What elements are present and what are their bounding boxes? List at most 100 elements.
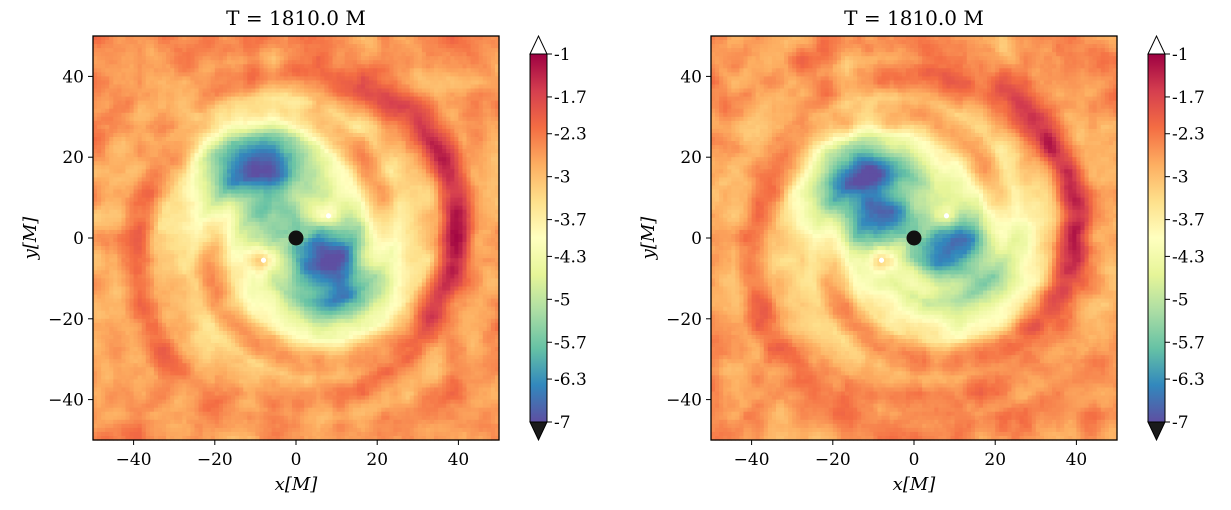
heatmap-cell: [324, 177, 329, 182]
heatmap-cell: [150, 60, 155, 65]
heatmap-cell: [446, 93, 451, 98]
heatmap-cell: [353, 64, 358, 69]
heatmap-cell: [292, 190, 297, 195]
heatmap-cell: [491, 40, 496, 45]
heatmap-cell: [377, 194, 382, 199]
heatmap-cell: [316, 214, 321, 219]
heatmap-cell: [182, 40, 187, 45]
heatmap-cell: [442, 161, 447, 166]
heatmap-cell: [422, 72, 427, 77]
heatmap-cell: [235, 44, 240, 49]
heatmap-cell: [280, 89, 285, 94]
heatmap-cell: [125, 64, 130, 69]
heatmap-cell: [211, 133, 216, 138]
heatmap-cell: [280, 48, 285, 53]
heatmap-cell: [320, 93, 325, 98]
heatmap-cell: [170, 185, 175, 190]
heatmap-cell: [341, 218, 346, 223]
heatmap-cell: [389, 129, 394, 134]
heatmap-cell: [243, 214, 248, 219]
heatmap-cell: [308, 185, 313, 190]
heatmap-cell: [259, 129, 264, 134]
heatmap-cell: [389, 80, 394, 85]
heatmap-cell: [467, 117, 472, 122]
heatmap-cell: [215, 60, 220, 65]
heatmap-cell: [385, 206, 390, 211]
heatmap-cell: [97, 72, 102, 77]
heatmap-cell: [239, 117, 244, 122]
heatmap-cell: [483, 222, 488, 227]
heatmap-cell: [296, 173, 301, 178]
heatmap-cell: [255, 64, 260, 69]
heatmap-cell: [450, 76, 455, 81]
heatmap-cell: [373, 194, 378, 199]
heatmap-cell: [458, 93, 463, 98]
heatmap-cell: [393, 113, 398, 118]
heatmap-cell: [219, 206, 224, 211]
heatmap-cell: [142, 52, 147, 57]
heatmap-cell: [280, 194, 285, 199]
heatmap-cell: [231, 226, 236, 231]
heatmap-cell: [231, 149, 236, 154]
heatmap-cell: [190, 234, 195, 239]
heatmap-cell: [117, 145, 122, 150]
heatmap-cell: [223, 137, 228, 142]
heatmap-cell: [199, 68, 204, 73]
heatmap-cell: [113, 222, 118, 227]
heatmap-cell: [231, 109, 236, 114]
heatmap-cell: [231, 76, 236, 81]
heatmap-cell: [255, 133, 260, 138]
heatmap-cell: [146, 169, 151, 174]
heatmap-cell: [393, 169, 398, 174]
heatmap-cell: [121, 121, 126, 126]
heatmap-cell: [393, 40, 398, 45]
heatmap-cell: [268, 121, 273, 126]
heatmap-cell: [324, 161, 329, 166]
heatmap-cell: [430, 80, 435, 85]
heatmap-cell: [142, 141, 147, 146]
heatmap-cell: [479, 173, 484, 178]
heatmap-cell: [414, 93, 419, 98]
heatmap-cell: [402, 210, 407, 215]
heatmap-cell: [337, 44, 342, 49]
heatmap-cell: [117, 218, 122, 223]
heatmap-cell: [170, 93, 175, 98]
heatmap-cell: [357, 173, 362, 178]
heatmap-cell: [345, 149, 350, 154]
heatmap-cell: [255, 165, 260, 170]
heatmap-cell: [255, 222, 260, 227]
heatmap-cell: [199, 169, 204, 174]
heatmap-cell: [398, 52, 403, 57]
heatmap-cell: [430, 202, 435, 207]
heatmap-cell: [93, 80, 98, 85]
heatmap-cell: [195, 153, 200, 158]
heatmap-cell: [235, 72, 240, 77]
heatmap-cell: [398, 121, 403, 126]
heatmap-cell: [259, 169, 264, 174]
heatmap-cell: [190, 210, 195, 215]
heatmap-cell: [190, 226, 195, 231]
heatmap-cell: [491, 173, 496, 178]
heatmap-cell: [215, 80, 220, 85]
heatmap-cell: [113, 40, 118, 45]
heatmap-cell: [434, 234, 439, 239]
heatmap-cell: [304, 84, 309, 89]
heatmap-cell: [446, 234, 451, 239]
heatmap-cell: [138, 68, 143, 73]
heatmap-cell: [182, 44, 187, 49]
heatmap-cell: [430, 72, 435, 77]
heatmap-cell: [369, 218, 374, 223]
heatmap-cell: [487, 84, 492, 89]
heatmap-cell: [146, 185, 151, 190]
heatmap-cell: [398, 185, 403, 190]
heatmap-cell: [398, 202, 403, 207]
heatmap-cell: [300, 89, 305, 94]
heatmap-cell: [146, 68, 151, 73]
heatmap-cell: [280, 198, 285, 203]
heatmap-cell: [101, 177, 106, 182]
heatmap-cell: [199, 133, 204, 138]
heatmap-cell: [101, 44, 106, 49]
heatmap-cell: [130, 149, 135, 154]
heatmap-cell: [138, 84, 143, 89]
heatmap-cell: [251, 40, 256, 45]
